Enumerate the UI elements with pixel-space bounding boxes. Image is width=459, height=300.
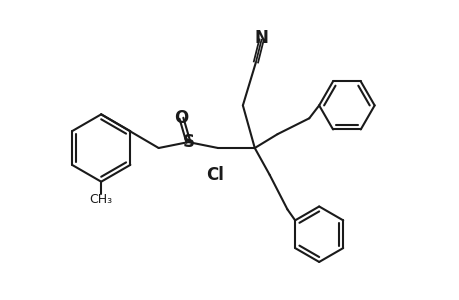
Text: S: S <box>182 133 194 151</box>
Text: CH₃: CH₃ <box>90 193 112 206</box>
Text: N: N <box>254 29 268 47</box>
Text: Cl: Cl <box>206 166 224 184</box>
Text: O: O <box>174 109 188 127</box>
